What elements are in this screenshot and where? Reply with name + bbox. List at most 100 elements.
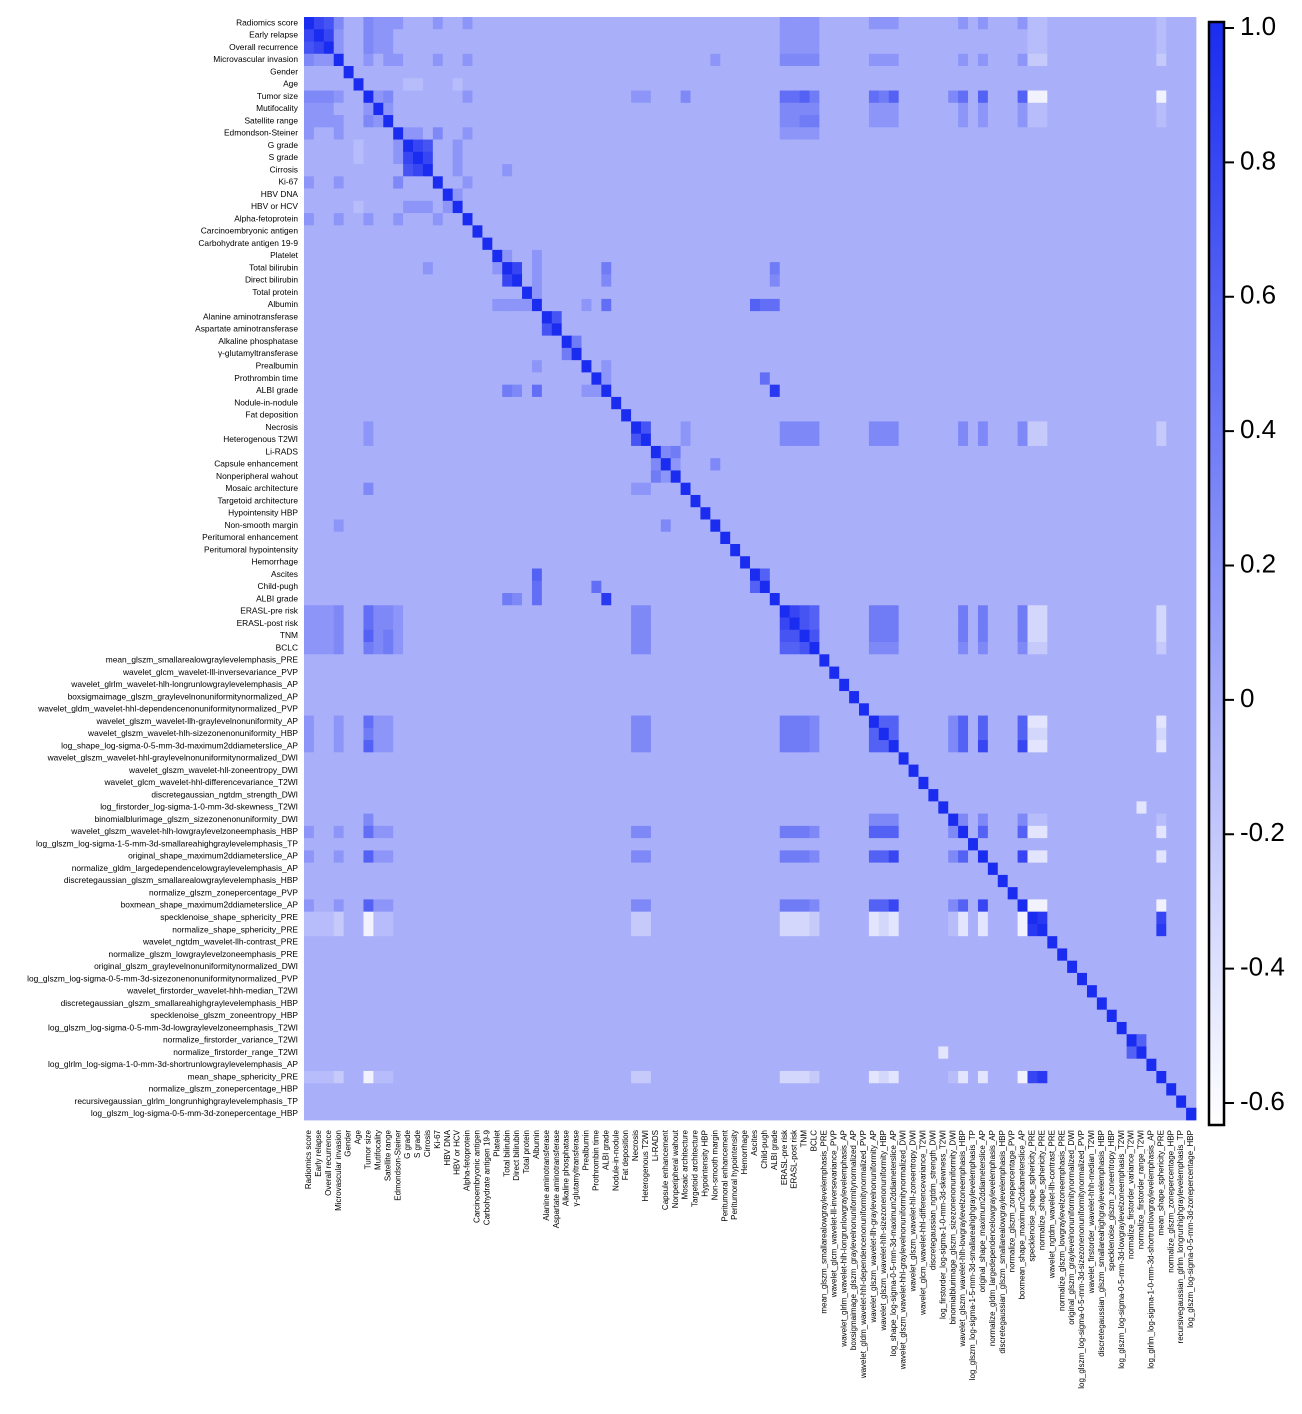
heatmap-cell bbox=[1146, 188, 1157, 202]
heatmap-cell bbox=[799, 617, 810, 631]
heatmap-cell bbox=[432, 360, 444, 373]
heatmap-cell bbox=[948, 372, 959, 386]
heatmap-cell bbox=[1077, 286, 1088, 300]
heatmap-cell bbox=[343, 580, 354, 594]
heatmap-cell bbox=[1027, 678, 1038, 692]
heatmap-cell bbox=[650, 127, 662, 140]
heatmap-cell bbox=[1027, 286, 1038, 300]
heatmap-cell bbox=[849, 654, 860, 667]
heatmap-cell bbox=[304, 274, 315, 288]
heatmap-cell bbox=[1186, 593, 1197, 606]
heatmap-cell bbox=[1077, 605, 1088, 618]
heatmap-cell bbox=[561, 53, 572, 67]
heatmap-cell bbox=[1037, 127, 1048, 140]
heatmap-cell bbox=[343, 90, 354, 104]
heatmap-cell bbox=[680, 249, 691, 263]
heatmap-cell bbox=[502, 629, 513, 643]
heatmap-cell bbox=[720, 519, 731, 533]
heatmap-cell bbox=[958, 494, 969, 508]
heatmap-cell bbox=[621, 249, 632, 263]
heatmap-cell bbox=[621, 629, 632, 643]
heatmap-cell bbox=[1146, 629, 1157, 643]
heatmap-cell bbox=[928, 543, 939, 557]
heatmap-cell bbox=[621, 200, 632, 214]
heatmap-cell bbox=[1166, 654, 1177, 667]
heatmap-cell bbox=[492, 384, 503, 398]
heatmap-cell bbox=[918, 78, 929, 91]
heatmap-cell bbox=[383, 642, 394, 655]
heatmap-cell bbox=[908, 29, 919, 42]
heatmap-cell bbox=[383, 213, 394, 226]
heatmap-cell bbox=[968, 580, 979, 594]
heatmap-cell bbox=[393, 384, 404, 398]
heatmap-cell bbox=[1186, 225, 1197, 238]
heatmap-cell bbox=[650, 311, 662, 324]
heatmap-cell bbox=[878, 580, 890, 594]
heatmap-cell bbox=[442, 323, 454, 337]
heatmap-cell bbox=[353, 654, 364, 667]
heatmap-cell bbox=[958, 384, 969, 398]
heatmap-cell bbox=[323, 311, 335, 324]
heatmap-cell bbox=[601, 642, 612, 655]
heatmap-cell bbox=[918, 482, 929, 496]
heatmap-cell bbox=[492, 568, 503, 582]
heatmap-cell bbox=[1037, 347, 1048, 361]
heatmap-cell bbox=[968, 90, 979, 104]
heatmap-cell bbox=[849, 17, 860, 30]
heatmap-cell bbox=[779, 286, 791, 300]
heatmap-cell bbox=[373, 421, 384, 435]
heatmap-cell bbox=[918, 409, 929, 422]
heatmap-cell bbox=[403, 580, 414, 594]
heatmap-cell bbox=[522, 286, 533, 300]
heatmap-cell bbox=[353, 360, 364, 373]
heatmap-cell bbox=[1027, 90, 1038, 104]
heatmap-cell bbox=[868, 298, 880, 312]
heatmap-cell bbox=[343, 78, 354, 91]
heatmap-cell bbox=[660, 519, 672, 533]
heatmap-cell bbox=[1017, 629, 1028, 643]
heatmap-cell bbox=[1156, 237, 1167, 251]
heatmap-cell bbox=[531, 360, 543, 373]
heatmap-cell bbox=[373, 384, 384, 398]
heatmap-cell bbox=[1106, 262, 1118, 275]
heatmap-cell bbox=[898, 311, 909, 324]
heatmap-cell bbox=[1136, 335, 1147, 349]
heatmap-cell bbox=[581, 41, 592, 55]
heatmap-cell bbox=[1047, 593, 1058, 606]
heatmap-cell bbox=[710, 470, 721, 484]
heatmap-cell bbox=[779, 298, 791, 312]
heatmap-cell bbox=[304, 605, 315, 618]
heatmap-cell bbox=[492, 66, 503, 79]
heatmap-cell bbox=[750, 458, 761, 471]
heatmap-cell bbox=[1027, 17, 1038, 30]
heatmap-cell bbox=[690, 298, 701, 312]
heatmap-cell bbox=[819, 666, 830, 680]
heatmap-cell bbox=[512, 335, 523, 349]
heatmap-cell bbox=[730, 151, 741, 165]
heatmap-cell bbox=[888, 249, 900, 263]
heatmap-cell bbox=[730, 372, 741, 386]
heatmap-cell bbox=[373, 617, 384, 631]
heatmap-cell bbox=[977, 556, 989, 569]
heatmap-cell bbox=[799, 29, 810, 42]
heatmap-cell bbox=[1186, 262, 1197, 275]
heatmap-cell bbox=[1077, 66, 1088, 79]
heatmap-cell bbox=[849, 409, 860, 422]
heatmap-cell bbox=[383, 176, 394, 189]
heatmap-cell bbox=[1166, 139, 1177, 153]
heatmap-cell bbox=[1077, 347, 1088, 361]
heatmap-cell bbox=[1166, 372, 1177, 386]
heatmap-cell bbox=[710, 311, 721, 324]
heatmap-cell bbox=[799, 605, 810, 618]
heatmap-cell bbox=[591, 102, 602, 116]
heatmap-cell bbox=[888, 470, 900, 484]
heatmap-cell bbox=[680, 372, 691, 386]
heatmap-cell bbox=[1086, 164, 1098, 177]
heatmap-cell bbox=[750, 188, 761, 202]
heatmap-cell bbox=[1077, 568, 1088, 582]
heatmap-cell bbox=[462, 249, 473, 263]
heatmap-cell bbox=[740, 225, 751, 238]
heatmap-cell bbox=[1027, 409, 1038, 422]
heatmap-cell bbox=[640, 335, 652, 349]
heatmap-cell bbox=[1077, 188, 1088, 202]
